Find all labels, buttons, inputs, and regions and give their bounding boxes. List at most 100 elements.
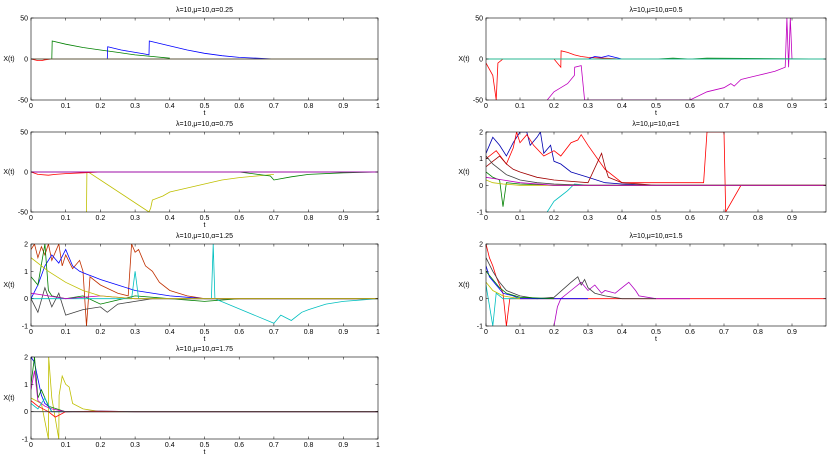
subplot-7: 0 0.1 0.2 0.3 0.4 0.5 0.6 0.7 0.8 0.9 1-1012λ=10,μ… — [3, 346, 380, 456]
chart-title: λ=10,μ=10,α=0.25 — [176, 7, 233, 14]
y-tick-label: 0 — [24, 296, 28, 303]
chart-title: λ=10,μ=10,α=0.75 — [176, 121, 233, 128]
axes-frame — [485, 131, 827, 213]
y-tick-label: 50 — [20, 130, 28, 137]
x-tick-label: 0 — [29, 215, 33, 222]
x-tick-label: 0.1 — [515, 103, 525, 110]
x-tick-label: 0.3 — [583, 103, 593, 110]
y-axis-label: X(t) — [3, 56, 14, 63]
x-tick-label: 0.4 — [617, 215, 627, 222]
y-tick-label: -1 — [22, 437, 28, 444]
subplot-1: 0 0.1 0.2 0.3 0.4 0.5 0.6 0.7 0.8 0.9 1-50050λ=10,… — [3, 7, 380, 117]
series-line-8 — [486, 176, 826, 186]
x-tick-label: 0.6 — [234, 329, 244, 336]
series-line-7 — [486, 282, 521, 300]
x-tick-label: 0.7 — [269, 329, 279, 336]
y-axis-label: X(t) — [3, 395, 14, 402]
y-tick-label: 0 — [479, 57, 483, 64]
series-line-2 — [486, 132, 826, 212]
x-tick-label: 0.5 — [651, 215, 661, 222]
x-axis-label: t — [204, 110, 206, 117]
series-line-5 — [486, 155, 826, 186]
x-tick-label: 0.6 — [234, 103, 244, 110]
x-tick-label: 0.2 — [96, 329, 106, 336]
series-group — [31, 357, 378, 439]
x-axis-label: t — [204, 336, 206, 343]
x-tick-label: 0.4 — [165, 215, 175, 222]
x-tick-label: 0.6 — [234, 215, 244, 222]
series-group — [486, 244, 826, 326]
y-tick-label: 1 — [479, 269, 483, 276]
series-line-5 — [486, 271, 555, 300]
series-line-6 — [486, 284, 520, 326]
x-tick-label: 0.4 — [165, 329, 175, 336]
x-tick-label: 1 — [376, 329, 380, 336]
x-tick-label: 0.5 — [651, 103, 661, 110]
x-tick-label: 0.5 — [200, 329, 210, 336]
x-tick-label: 0.7 — [719, 329, 729, 336]
series-line-4 — [486, 265, 588, 300]
series-group — [486, 132, 826, 212]
y-tick-label: 50 — [475, 16, 483, 23]
series-line-3 — [31, 286, 378, 316]
x-tick-label: 0.9 — [338, 442, 348, 449]
subplot-2: 0 0.1 0.2 0.3 0.4 0.5 0.6 0.7 0.8 0.9 1-50050λ=10,… — [458, 7, 827, 117]
x-tick-label: 0.8 — [753, 103, 763, 110]
x-axis-label: t — [655, 110, 657, 117]
series-line-7 — [31, 257, 378, 300]
series-line-3 — [486, 152, 826, 186]
subplot-6: 0 0.1 0.2 0.3 0.4 0.5 0.6 0.7 0.8 0.9-1012λ=10,μ=… — [458, 233, 827, 343]
y-tick-label: 1 — [479, 156, 483, 163]
x-tick-label: 0.9 — [787, 215, 797, 222]
y-tick-label: 2 — [479, 242, 483, 249]
y-tick-label: -50 — [18, 98, 28, 105]
x-tick-label: 0 — [484, 103, 488, 110]
y-tick-label: 2 — [24, 242, 28, 249]
y-tick-label: -50 — [18, 210, 28, 217]
series-line-2 — [31, 357, 378, 413]
y-tick-label: -1 — [22, 324, 28, 331]
series-line-2 — [31, 40, 274, 60]
x-tick-label: 0.7 — [719, 103, 729, 110]
series-line-5 — [31, 397, 378, 413]
chart-title: λ=10,μ=10,α=1.75 — [176, 346, 233, 353]
y-axis-label: X(t) — [458, 282, 469, 289]
y-tick-label: -1 — [477, 210, 483, 217]
series-line-4 — [31, 370, 378, 413]
x-tick-label: 0.7 — [269, 103, 279, 110]
x-tick-label: 0.1 — [61, 103, 71, 110]
subplot-4: 0 0.1 0.2 0.3 0.4 0.5 0.6 0.7 0.8 0.9-1012λ=10,μ=… — [458, 121, 827, 222]
x-tick-label: 0 — [29, 442, 33, 449]
series-line-1 — [486, 50, 826, 100]
x-tick-label: 0.8 — [304, 329, 314, 336]
x-tick-label: 0.2 — [549, 329, 559, 336]
x-tick-label: 0.1 — [61, 442, 71, 449]
series-line-3 — [486, 257, 656, 300]
y-tick-label: 50 — [20, 16, 28, 23]
y-tick-label: 0 — [24, 409, 28, 416]
x-tick-label: 0.7 — [719, 215, 729, 222]
series-line-1 — [31, 40, 170, 60]
x-tick-label: 0.5 — [200, 215, 210, 222]
x-tick-label: 0.3 — [130, 442, 140, 449]
series-group — [486, 18, 826, 100]
chart-title: λ=10,μ=10,α=1.5 — [629, 233, 682, 240]
series-line-5 — [31, 244, 378, 324]
y-tick-label: 0 — [24, 170, 28, 177]
x-tick-label: 0.9 — [787, 103, 797, 110]
x-tick-label: 0.3 — [130, 215, 140, 222]
series-line-2 — [546, 18, 826, 100]
y-axis-label: X(t) — [458, 169, 469, 176]
x-tick-label: 0.9 — [338, 329, 348, 336]
subplot-5: 0 0.1 0.2 0.3 0.4 0.5 0.6 0.7 0.8 0.9 1-1012λ=10,μ… — [3, 233, 380, 343]
x-tick-label: 0.9 — [338, 215, 348, 222]
x-tick-label: 0.2 — [96, 215, 106, 222]
x-tick-label: 0.8 — [304, 442, 314, 449]
x-tick-label: 0.6 — [685, 103, 695, 110]
series-line-1 — [86, 171, 274, 212]
x-tick-label: 0.3 — [130, 329, 140, 336]
y-tick-label: 0 — [479, 296, 483, 303]
axes-frame — [30, 243, 379, 327]
series-group — [31, 171, 378, 212]
x-tick-label: 1 — [824, 103, 827, 110]
